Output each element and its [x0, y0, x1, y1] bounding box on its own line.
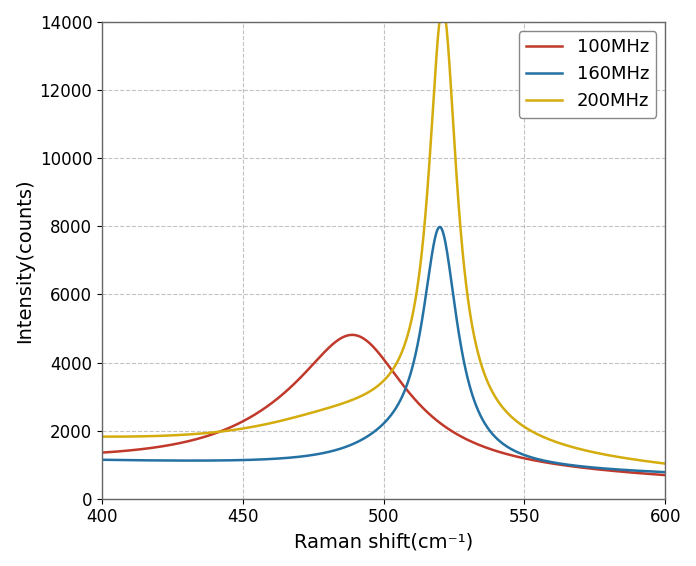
Line: 160MHz: 160MHz	[102, 227, 665, 472]
160MHz	[98, 456, 106, 463]
200MHz	[650, 459, 658, 466]
Legend: 100MHz, 160MHz, 200MHz: 100MHz, 160MHz, 200MHz	[519, 31, 656, 118]
X-axis label: Raman shift(cm⁻¹): Raman shift(cm⁻¹)	[294, 532, 473, 551]
Line: 100MHz: 100MHz	[102, 335, 665, 475]
160MHz	[338, 445, 347, 452]
100MHz	[590, 465, 598, 472]
100MHz	[196, 435, 204, 441]
160MHz	[650, 468, 658, 475]
160MHz	[590, 464, 598, 471]
160MHz	[661, 469, 670, 475]
100MHz	[98, 449, 106, 456]
Line: 200MHz: 200MHz	[102, 7, 665, 464]
200MHz	[162, 432, 171, 439]
100MHz	[661, 471, 670, 478]
100MHz	[348, 332, 356, 338]
200MHz	[661, 460, 670, 467]
200MHz	[338, 400, 347, 407]
160MHz	[162, 457, 171, 464]
200MHz	[314, 408, 322, 414]
200MHz	[98, 433, 106, 440]
200MHz	[438, 3, 447, 10]
100MHz	[338, 334, 347, 341]
160MHz	[436, 224, 444, 230]
200MHz	[196, 430, 204, 437]
Y-axis label: Intensity(counts): Intensity(counts)	[15, 178, 34, 342]
160MHz	[196, 457, 204, 464]
200MHz	[590, 449, 598, 456]
100MHz	[162, 442, 171, 449]
100MHz	[650, 471, 658, 478]
100MHz	[314, 355, 322, 362]
160MHz	[314, 451, 322, 457]
